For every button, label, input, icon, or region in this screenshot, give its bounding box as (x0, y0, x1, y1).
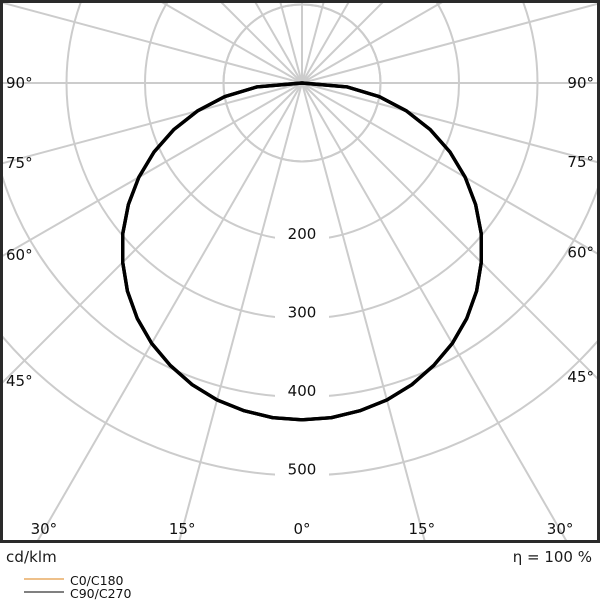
plot-labels: 200 300 400 500 90° 90° 75° 75° 60° 60° 45° 45° 30° 3… (6, 74, 594, 538)
plot-border (0, 0, 600, 543)
grid-spoke--120deg (161, 3, 303, 84)
grid-spoke-15deg (301, 82, 426, 540)
legend-item-c90-c270: C90/C270 (6, 586, 306, 601)
legend-swatch-1 (24, 591, 64, 593)
angle-label-bottom-1: 15° (169, 520, 196, 538)
grid-spoke--105deg (3, 3, 303, 84)
legend-label-0: C0/C180 (70, 573, 124, 588)
unit-label: cd/klm (6, 548, 57, 566)
radial-label-200: 200 (288, 225, 317, 243)
angle-label-right-75: 75° (567, 153, 594, 171)
radial-label-500: 500 (288, 461, 317, 479)
footer-text-row: cd/klm η = 100 % (0, 545, 600, 571)
curve-c90-c270 (121, 81, 483, 422)
grid-spoke--75deg (3, 82, 303, 165)
angle-label-left-75: 75° (6, 154, 33, 172)
angle-label-bottom-3: 15° (409, 520, 436, 538)
distribution-curves (121, 81, 483, 422)
angle-label-right-45: 45° (567, 368, 594, 386)
radial-label-halo-300 (275, 306, 329, 324)
legend-swatch-0 (24, 578, 64, 580)
angle-label-left-90: 90° (6, 74, 33, 92)
grid-spoke-75deg (301, 82, 597, 164)
grid-spoke-45deg (301, 82, 597, 380)
grid-spoke-105deg (301, 3, 597, 84)
radial-label-halo-500 (275, 463, 329, 481)
radial-label-400: 400 (288, 382, 317, 400)
angle-label-left-45: 45° (6, 372, 33, 390)
angle-label-bottom-4: 30° (547, 520, 574, 538)
polar-plot-svg: 200 300 400 500 90° 90° 75° 75° 60° 60° 45° 45° 30° 3… (0, 0, 600, 543)
efficiency-label: η = 100 % (512, 548, 592, 566)
angle-label-bottom-2: 0° (293, 520, 310, 538)
grid-spoke-120deg (301, 3, 443, 84)
radial-label-300: 300 (288, 304, 317, 322)
legend-label-1: C90/C270 (70, 586, 132, 601)
angle-label-bottom-0: 30° (31, 520, 58, 538)
radial-label-halo-400 (275, 385, 329, 402)
polar-plot-area: 200 300 400 500 90° 90° 75° 75° 60° 60° 45° 45° 30° 3… (0, 0, 600, 543)
grid-spoke-30deg (301, 82, 568, 540)
angle-label-right-90: 90° (567, 74, 594, 92)
radial-label-halo-200 (275, 228, 329, 245)
grid-spoke--45deg (3, 82, 303, 384)
angle-label-left-60: 60° (6, 246, 33, 264)
legend: C0/C180 C90/C270 (6, 573, 306, 601)
diagram-footer: cd/klm η = 100 % C0/C180 C90/C270 (0, 543, 600, 600)
legend-item-c0-c180: C0/C180 (6, 573, 306, 588)
grid-spoke--30deg (36, 82, 303, 540)
grid-spoke-60deg (301, 82, 597, 255)
grid-spoke--15deg (178, 82, 303, 540)
angle-label-right-60: 60° (567, 244, 594, 262)
grid-spoke--60deg (3, 82, 303, 257)
